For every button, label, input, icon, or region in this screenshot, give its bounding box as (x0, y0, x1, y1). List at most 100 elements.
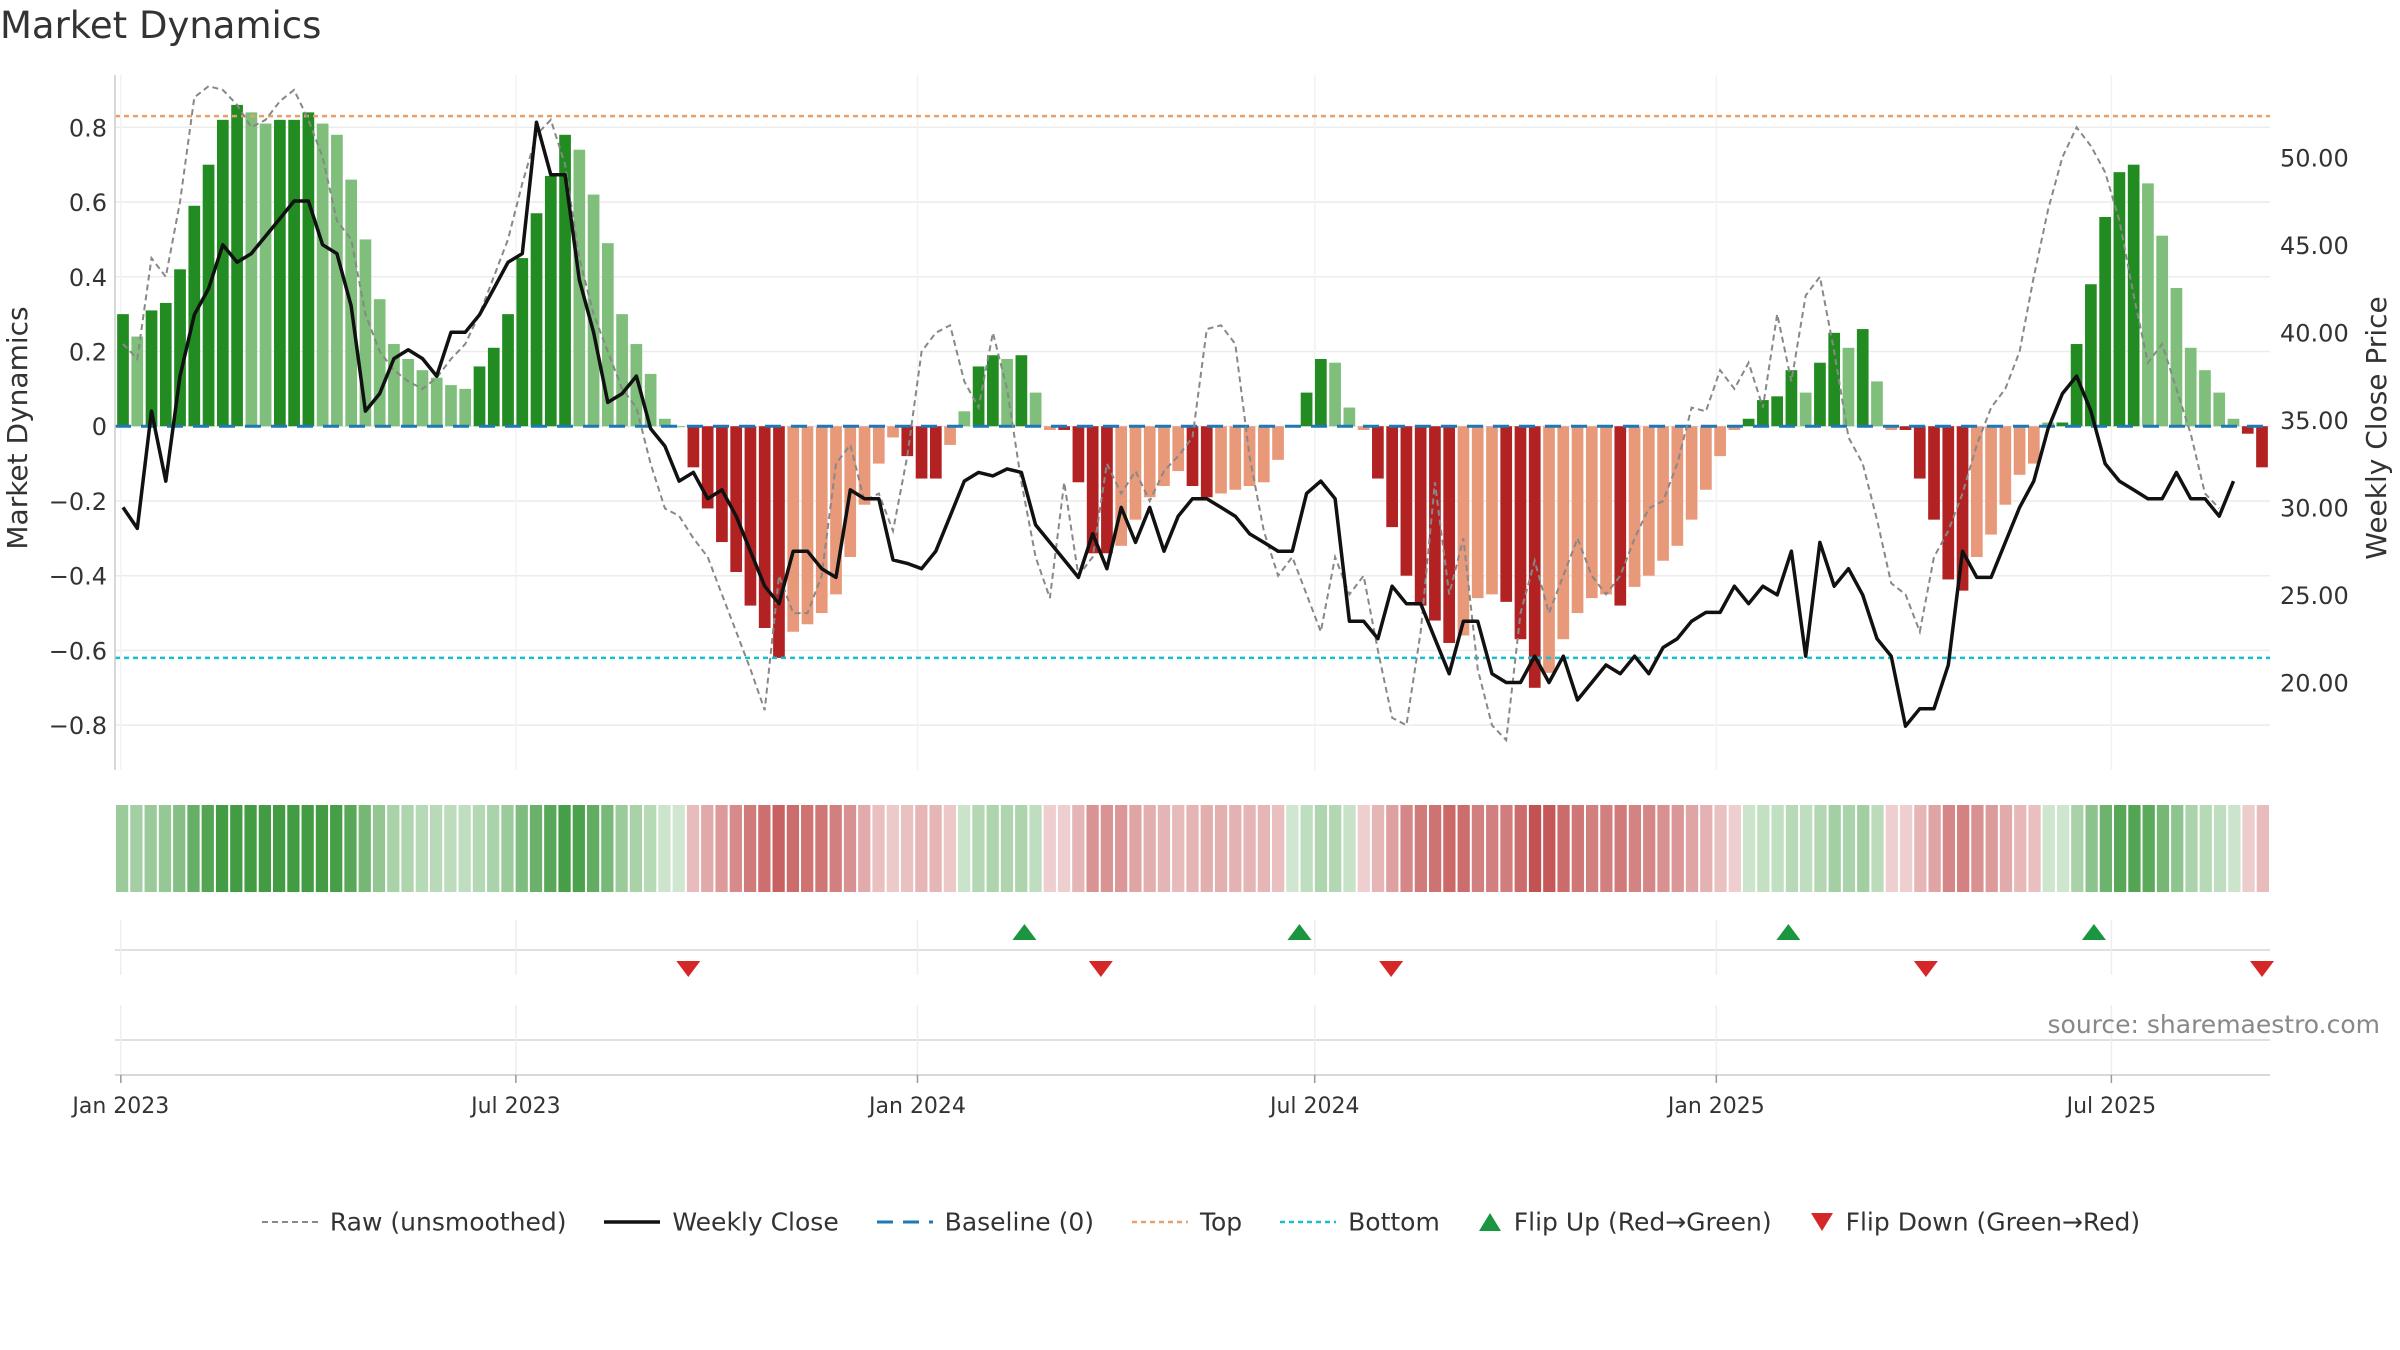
regime-cell (615, 805, 628, 892)
regime-cell (1386, 805, 1399, 892)
regime-cell (743, 805, 757, 892)
legend-bottom-swatch (1280, 1220, 1337, 1223)
regime-cell (1685, 805, 1699, 892)
dynamics-bar (1329, 362, 1341, 427)
regime-cell (1000, 805, 1014, 892)
legend-label-flip-up: Flip Up (Red→Green) (1513, 1207, 1772, 1237)
dynamics-bar (2113, 172, 2126, 427)
dynamics-bar (987, 355, 999, 427)
regime-cell (287, 805, 300, 892)
regime-cell (2213, 805, 2227, 892)
regime-cell (686, 805, 700, 892)
y2-tick-label: 45.00 (2280, 232, 2349, 260)
dynamics-bar (673, 426, 685, 428)
dynamics-bar (801, 426, 814, 625)
regime-cell (1229, 805, 1242, 892)
regime-cell (1857, 805, 1870, 892)
bars-layer (117, 104, 2268, 688)
dynamics-bar (687, 426, 700, 468)
regime-cell (2099, 805, 2113, 892)
regime-cell (472, 805, 486, 892)
dynamics-bar (1029, 392, 1042, 427)
regime-cell (2199, 805, 2212, 892)
dynamics-bar (758, 426, 771, 629)
dynamics-bar (2184, 347, 2197, 427)
y-tick-label: 0.8 (69, 114, 107, 142)
y2-tick-label: 30.00 (2280, 494, 2349, 522)
regime-cell (644, 805, 657, 892)
regime-cell (387, 805, 400, 892)
dynamics-bar (544, 175, 557, 427)
dynamics-bar (1671, 426, 1684, 546)
regime-cell (601, 805, 614, 892)
dynamics-bar (830, 426, 842, 595)
regime-cell (1015, 805, 1028, 892)
regime-cell (215, 805, 229, 892)
regime-cell (1600, 805, 1613, 892)
legend-top-swatch (1131, 1220, 1188, 1223)
regime-cell (558, 805, 571, 892)
raw-series-line (122, 85, 2220, 743)
flip-down-marker (2250, 961, 2274, 977)
dynamics-bar (1186, 426, 1199, 487)
regime-cell (1129, 805, 1142, 892)
dynamics-bar (872, 426, 885, 464)
regime-cell (915, 805, 928, 892)
flip-down-marker (1379, 961, 1404, 977)
dynamics-bar (2085, 284, 2097, 427)
y2-tick-label: 25.00 (2280, 582, 2349, 610)
regime-cell (1999, 805, 2013, 892)
legend-label-bottom: Bottom (1348, 1207, 1440, 1237)
dynamics-bar (1814, 362, 1826, 427)
regime-cell (1286, 805, 1299, 892)
dynamics-bar (302, 112, 315, 427)
regime-cell (2242, 805, 2255, 892)
regime-cell (1172, 805, 1185, 892)
dynamics-bar (1357, 426, 1370, 430)
regime-cell (986, 805, 999, 892)
regime-cell (1985, 805, 1998, 892)
dynamics-bar (373, 299, 386, 427)
dynamics-bar (1571, 426, 1584, 614)
regime-cell (230, 805, 243, 892)
flip-up-marker (1776, 924, 1801, 940)
dynamics-bar (1728, 426, 1741, 430)
regime-cell (1072, 805, 1085, 892)
regime-cell (1500, 805, 1513, 892)
regime-cell (458, 805, 471, 892)
dynamics-bar (787, 426, 800, 632)
dynamics-bar (887, 426, 899, 438)
dynamics-bar (2256, 426, 2268, 468)
regime-cell (1914, 805, 1927, 892)
regime-cell (2071, 805, 2084, 892)
dynamics-bar (659, 418, 671, 427)
regime-cell (815, 805, 828, 892)
dynamics-bar (2070, 344, 2083, 427)
regime-cell (1100, 805, 1114, 892)
regime-cell (258, 805, 271, 892)
regime-cell (358, 805, 371, 892)
dynamics-bar (744, 426, 757, 606)
dynamics-bar (1985, 426, 1997, 535)
regime-cell (116, 805, 129, 892)
regime-cell (1057, 805, 1071, 892)
dynamics-bar (730, 426, 743, 572)
dynamics-bar (159, 302, 172, 427)
regime-cell (943, 805, 957, 892)
x-tick-label: Jul 2024 (1268, 1094, 1360, 1119)
dynamics-bar (216, 119, 229, 427)
regime-cell (872, 805, 885, 892)
dynamics-bar (1443, 426, 1456, 643)
dynamics-bar (2213, 392, 2226, 427)
regime-cell (1400, 805, 1413, 892)
regime-cell (1457, 805, 1470, 892)
source-note: source: sharemaestro.com (2047, 1010, 2381, 1039)
regime-cell (1543, 805, 1556, 892)
regime-cell (2114, 805, 2127, 892)
dynamics-bar (1956, 426, 1969, 591)
dynamics-bar (1215, 426, 1227, 494)
regime-cell (1700, 805, 1713, 892)
flip-down-marker (1913, 961, 1938, 977)
dynamics-bar (1856, 329, 1869, 427)
regime-cell (1200, 805, 1213, 892)
